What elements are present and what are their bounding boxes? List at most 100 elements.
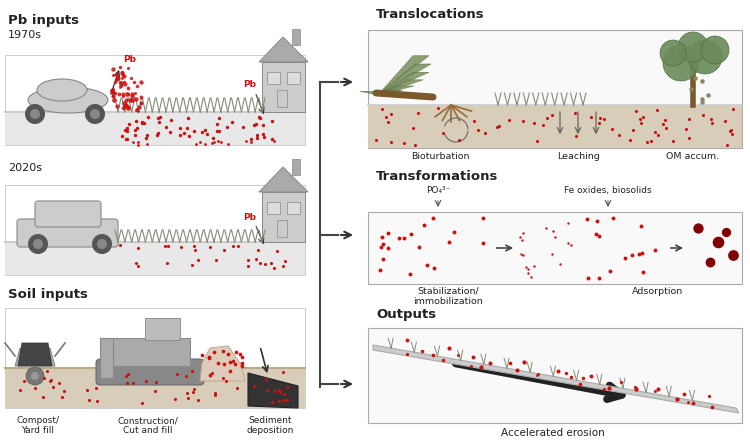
Point — [380, 113, 392, 120]
Point — [204, 372, 216, 379]
Point — [140, 134, 152, 142]
Point — [537, 121, 549, 129]
Point — [697, 99, 709, 106]
Point — [127, 380, 139, 387]
Point — [560, 370, 572, 377]
Point — [273, 387, 285, 394]
Point — [217, 375, 229, 382]
Point — [250, 255, 262, 263]
Point — [652, 386, 664, 393]
Point — [112, 74, 124, 82]
Point — [152, 129, 164, 137]
Point — [227, 358, 239, 365]
Point — [116, 133, 128, 140]
Point — [398, 234, 410, 241]
Point — [230, 349, 242, 356]
Point — [160, 242, 172, 250]
Point — [530, 138, 542, 145]
Point — [242, 257, 254, 264]
Point — [266, 135, 278, 142]
Point — [419, 221, 430, 228]
Point — [136, 119, 148, 126]
Point — [130, 82, 142, 89]
Point — [188, 127, 200, 134]
Point — [236, 353, 248, 360]
Point — [706, 119, 718, 126]
Point — [171, 370, 183, 378]
Point — [668, 138, 680, 145]
Point — [721, 141, 733, 148]
Point — [163, 243, 175, 250]
Point — [220, 123, 232, 130]
Point — [251, 131, 263, 138]
Point — [175, 124, 187, 131]
Point — [119, 127, 131, 134]
Point — [206, 140, 218, 147]
Point — [202, 353, 214, 360]
Bar — [5, 112, 305, 145]
Point — [128, 89, 140, 96]
Point — [634, 119, 646, 126]
Point — [432, 104, 444, 112]
Point — [116, 69, 128, 76]
Point — [271, 247, 283, 254]
Point — [191, 397, 203, 404]
Polygon shape — [15, 348, 55, 366]
Point — [253, 114, 265, 121]
Polygon shape — [378, 56, 429, 95]
Point — [122, 90, 134, 97]
Point — [119, 102, 131, 109]
Point — [660, 125, 672, 132]
Point — [114, 78, 126, 85]
Point — [727, 251, 739, 258]
Point — [164, 129, 176, 136]
Point — [490, 124, 502, 131]
Point — [606, 126, 618, 133]
Point — [126, 90, 138, 98]
Point — [504, 359, 516, 366]
Point — [630, 108, 642, 115]
Point — [117, 92, 129, 99]
Point — [514, 250, 526, 258]
Point — [213, 128, 225, 135]
Point — [546, 112, 558, 119]
Point — [376, 234, 388, 241]
Point — [91, 397, 103, 405]
Text: Sediment
deposition: Sediment deposition — [246, 416, 294, 435]
Point — [516, 236, 528, 243]
Point — [393, 234, 405, 241]
Text: Bioturbation: Bioturbation — [411, 152, 470, 161]
Point — [218, 360, 230, 367]
Point — [650, 387, 662, 394]
Point — [503, 116, 515, 124]
Point — [134, 103, 146, 110]
Point — [188, 385, 200, 392]
Bar — [368, 212, 742, 284]
Point — [512, 366, 524, 373]
Bar — [368, 105, 742, 148]
Point — [407, 124, 419, 131]
Point — [577, 374, 589, 381]
Text: Pb: Pb — [243, 213, 256, 222]
Point — [211, 121, 223, 128]
Point — [649, 246, 661, 254]
Point — [115, 81, 127, 88]
Point — [401, 337, 413, 344]
Point — [465, 363, 477, 370]
Point — [222, 140, 234, 147]
Point — [437, 129, 449, 137]
Point — [121, 125, 133, 132]
Point — [277, 368, 289, 375]
Point — [260, 382, 272, 389]
Point — [680, 125, 692, 132]
Bar — [5, 368, 305, 408]
Point — [704, 115, 716, 122]
FancyBboxPatch shape — [35, 201, 101, 227]
Point — [514, 233, 526, 241]
Point — [593, 119, 605, 126]
Point — [236, 123, 248, 130]
Bar — [267, 202, 280, 214]
Point — [398, 140, 410, 147]
Point — [210, 257, 222, 264]
Point — [106, 71, 118, 78]
